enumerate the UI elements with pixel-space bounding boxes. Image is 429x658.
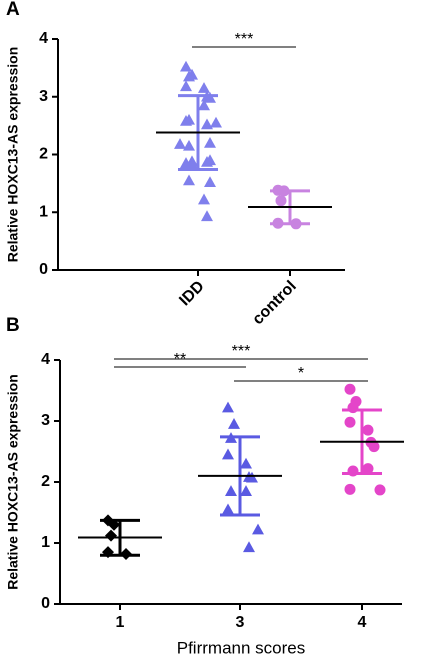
y-tick-label: 1 [41,534,50,551]
x-tick-label: control [249,278,299,328]
data-point [210,116,222,128]
data-point [252,523,264,535]
x-tick-label: 3 [236,614,245,631]
data-point [374,484,386,496]
data-point [222,503,234,515]
data-point [201,210,213,222]
data-point [344,483,356,495]
x-tick-label: 4 [358,614,367,631]
data-point [201,156,213,167]
data-point [174,138,186,149]
data-point [180,80,192,92]
data-point [201,118,213,130]
data-point [240,485,252,496]
data-point [240,457,252,469]
y-tick-label: 2 [39,146,48,163]
significance-label: * [298,365,304,382]
y-tick-label: 3 [39,88,48,105]
x-tick-label: IDD [176,278,208,310]
y-axis-label: Relative HOXC13-AS expression [5,47,21,263]
panel-label: A [6,0,20,20]
data-point [362,463,374,475]
data-point [228,418,240,429]
data-point [180,115,192,126]
data-point [198,82,210,93]
data-point [362,424,374,436]
y-axis-label: Relative HOXC13-AS expression [5,374,21,590]
data-point [204,136,216,148]
y-tick-label: 3 [41,412,50,429]
data-point [368,441,380,453]
data-point [183,139,195,151]
data-point [204,176,216,188]
data-point [344,383,356,395]
data-point [246,471,258,483]
data-point [204,91,216,103]
y-tick-label: 4 [41,351,50,368]
data-point [344,416,356,428]
data-point [243,541,255,553]
y-tick-label: 1 [39,203,48,220]
y-tick-label: 4 [39,30,48,47]
y-tick-label: 2 [41,473,50,490]
significance-label: *** [235,31,254,48]
data-point [275,195,287,207]
data-point [180,60,192,72]
data-point [198,99,210,111]
data-point [186,158,198,170]
y-tick-label: 0 [41,595,50,612]
significance-label: ** [174,351,186,368]
x-axis-label: Pfirrmann scores [177,638,305,657]
x-tick-label: 1 [116,614,125,631]
data-point [222,401,234,413]
data-point [222,448,234,460]
data-point [198,193,210,205]
data-point [183,174,195,186]
significance-label: *** [232,343,251,360]
y-tick-label: 0 [39,261,48,278]
data-point [225,485,237,496]
data-point [105,529,117,542]
panel-label: B [6,315,20,336]
data-point [183,70,195,82]
